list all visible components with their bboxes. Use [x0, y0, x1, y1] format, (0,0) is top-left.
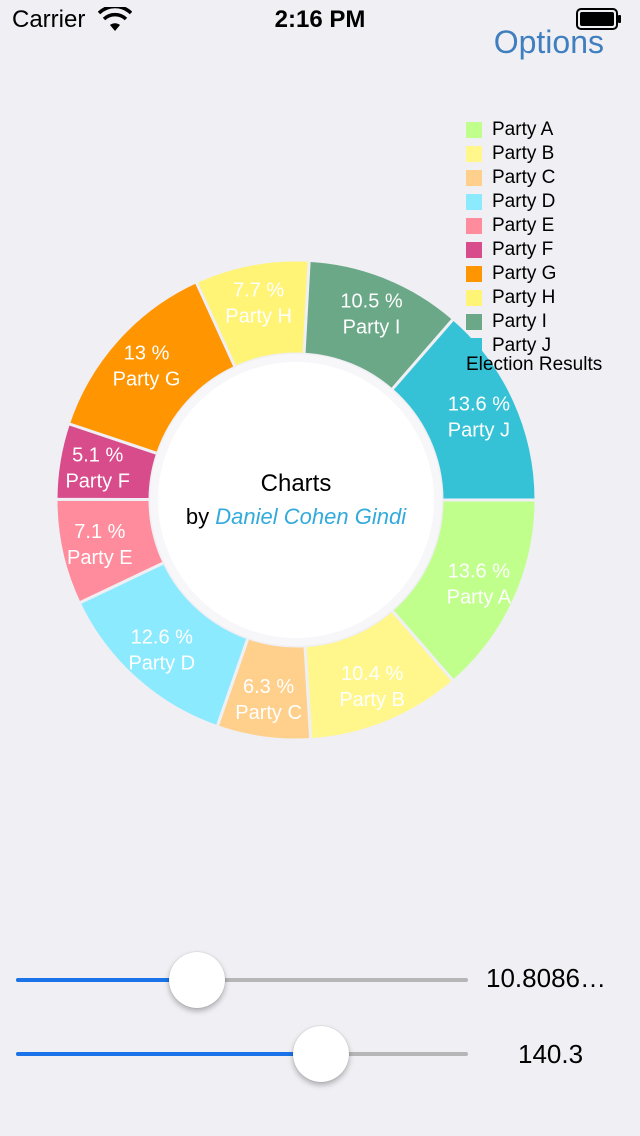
options-button[interactable]: Options [493, 24, 604, 60]
chart-description: Election Results [466, 354, 603, 375]
slice-category-label: Party I [343, 317, 401, 339]
legend-item: Party E [466, 214, 556, 238]
legend-label: Party I [492, 311, 547, 332]
legend-swatch [466, 170, 482, 186]
slice-category-label: Party G [113, 369, 181, 391]
slider-track [16, 978, 468, 982]
legend-swatch [466, 242, 482, 258]
legend-label: Party E [492, 215, 555, 236]
legend-label: Party D [492, 191, 556, 212]
center-author: Daniel Cohen Gindi [215, 504, 407, 529]
slider-fill [16, 978, 197, 982]
legend-item: Party G [466, 262, 556, 286]
legend-swatch [466, 218, 482, 234]
slice-value-label: 7.7 % [233, 280, 284, 302]
clock: 2:16 PM [274, 6, 366, 33]
slice-category-label: Party A [447, 586, 512, 608]
legend-item: Party D [466, 190, 556, 214]
legend-item: Party H [466, 286, 556, 310]
slider-x-value: 10.8086… [486, 963, 606, 993]
slice-value-label: 10.5 % [340, 291, 402, 313]
legend-swatch [466, 146, 482, 162]
slice-value-label: 13 % [124, 343, 170, 365]
legend-swatch [466, 290, 482, 306]
center-subtitle: by Daniel Cohen Gindi [0, 504, 592, 530]
slice-value-label: 10.4 % [341, 663, 403, 685]
battery-icon [576, 8, 621, 30]
slice-value-label: 6.3 % [243, 676, 294, 698]
slice-category-label: Party J [448, 420, 510, 442]
legend-label: Party B [492, 143, 555, 164]
legend-item: Party B [466, 142, 556, 166]
slice-category-label: Party H [225, 306, 292, 328]
slice-value-label: 7.1 % [74, 521, 125, 543]
pie-chart[interactable]: 13.6 % Party A 10.4 % Party B 6.3 % Party C 12… [0, 0, 640, 820]
legend-label: Party A [492, 119, 554, 140]
slice-value-label: 13.6 % [448, 560, 510, 582]
slice-category-label: Party C [235, 702, 302, 724]
center-by: by [185, 504, 210, 529]
slider-x[interactable] [16, 952, 468, 1008]
slider-thumb[interactable] [168, 952, 225, 1008]
legend-label: Party F [492, 239, 554, 260]
carrier-label: Carrier [12, 6, 86, 33]
hole [158, 362, 434, 638]
legend-swatch [466, 122, 482, 138]
legend-swatch [466, 314, 482, 330]
legend-swatch [466, 266, 482, 282]
slice-category-label: Party F [65, 470, 129, 492]
slice-category-label: Party B [339, 689, 405, 711]
legend-item: Party A [466, 118, 556, 142]
legend-label: Party H [492, 287, 556, 308]
slice-value-label: 13.6 % [448, 394, 510, 416]
legend-item: Party J [466, 334, 556, 358]
legend: Party A Party B Party C Party D Party E … [466, 118, 556, 358]
legend-item: Party F [466, 238, 556, 262]
legend-label: Party C [492, 167, 556, 188]
slice-value-label: 5.1 % [72, 444, 123, 466]
center-title: Charts [260, 470, 332, 497]
status-bar: Carrier 2:16 PM [0, 0, 640, 40]
legend-swatch [466, 338, 482, 354]
legend-item: Party C [466, 166, 556, 190]
chart-center-text: Charts by Daniel Cohen Gindi [0, 470, 592, 530]
slice-category-label: Party D [128, 653, 195, 675]
slice-value-label: 12.6 % [131, 627, 193, 649]
wifi-icon [98, 7, 132, 31]
legend-swatch [466, 194, 482, 210]
slider-thumb[interactable] [293, 1026, 350, 1082]
slider-y-value: 140.3 [518, 1039, 584, 1069]
slice-category-label: Party E [67, 547, 133, 569]
slider-y[interactable] [16, 1026, 468, 1082]
legend-item: Party I [466, 310, 556, 334]
legend-label: Party J [492, 335, 552, 356]
legend-label: Party G [492, 263, 557, 284]
slider-fill [16, 1052, 322, 1056]
